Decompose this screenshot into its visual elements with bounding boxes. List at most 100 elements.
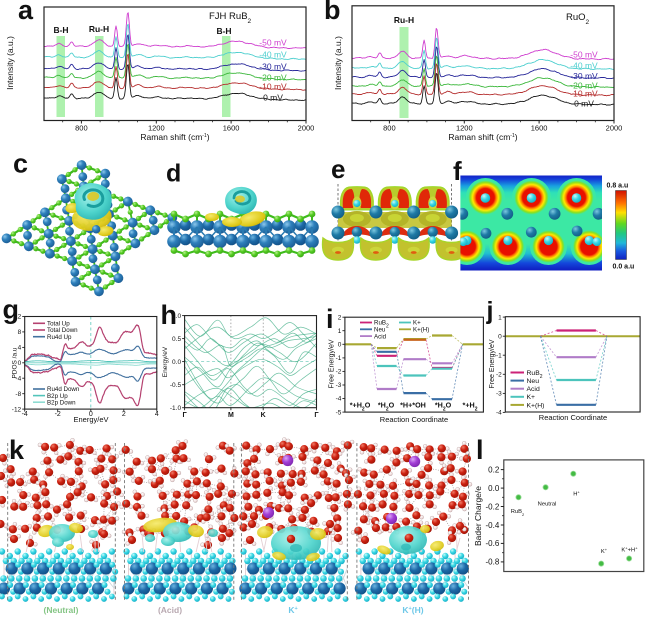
svg-text:-8: -8	[15, 391, 21, 398]
svg-text:*H+*OH: *H+*OH	[400, 401, 426, 410]
svg-text:Total Up: Total Up	[47, 321, 70, 328]
svg-text:Free Energy/eV: Free Energy/eV	[329, 339, 336, 388]
svg-text:-3: -3	[336, 382, 342, 389]
svg-text:Intensity (a.u.): Intensity (a.u.)	[5, 36, 15, 90]
svg-text:RuB2: RuB2	[527, 370, 543, 380]
svg-text:0.8 a.u: 0.8 a.u	[607, 183, 629, 190]
svg-text:B-H: B-H	[53, 25, 68, 35]
svg-text:Neu: Neu	[527, 378, 540, 385]
svg-text:1600: 1600	[531, 124, 548, 133]
svg-text:-50 mV: -50 mV	[570, 50, 598, 60]
svg-text:-30 mV: -30 mV	[259, 62, 287, 72]
svg-text:M: M	[228, 412, 234, 419]
svg-text:-20 mV: -20 mV	[259, 73, 287, 83]
svg-text:-40 mV: -40 mV	[259, 50, 287, 60]
svg-text:K++H+: K++H+	[621, 545, 638, 554]
svg-text:0: 0	[338, 342, 342, 349]
svg-text:12: 12	[14, 314, 22, 321]
svg-text:-5: -5	[336, 409, 342, 416]
svg-text:-2: -2	[55, 411, 61, 418]
svg-text:(Neutral): (Neutral)	[44, 605, 79, 615]
svg-text:1200: 1200	[148, 124, 165, 133]
svg-text:-30 mV: -30 mV	[570, 71, 598, 81]
svg-text:Free Energy/eV: Free Energy/eV	[489, 339, 496, 388]
svg-text:-1: -1	[336, 355, 342, 362]
svg-text:K+: K+	[413, 320, 421, 327]
svg-text:b: b	[324, 0, 341, 25]
svg-text:1600: 1600	[223, 124, 240, 133]
svg-text:800: 800	[383, 124, 396, 133]
svg-text:0 mV: 0 mV	[574, 99, 594, 109]
svg-text:-10 mV: -10 mV	[570, 89, 598, 99]
svg-text:-0.4: -0.4	[486, 521, 500, 530]
svg-text:Ru4d Down: Ru4d Down	[47, 386, 80, 393]
svg-text:1: 1	[338, 328, 342, 335]
svg-text:2: 2	[122, 411, 126, 418]
svg-text:-1: -1	[496, 352, 502, 359]
svg-text:K+(H): K+(H)	[402, 605, 423, 615]
svg-text:0: 0	[498, 333, 502, 340]
svg-text:Energy/eV: Energy/eV	[162, 346, 169, 377]
svg-text:K: K	[261, 412, 266, 419]
svg-text:Acid: Acid	[374, 333, 387, 340]
svg-text:j: j	[486, 297, 494, 325]
svg-text:c: c	[13, 149, 28, 179]
svg-text:2: 2	[338, 314, 342, 321]
svg-text:(Acid): (Acid)	[158, 605, 182, 615]
svg-text:-4: -4	[336, 396, 342, 403]
svg-text:k: k	[9, 435, 25, 465]
svg-text:RuB2: RuB2	[374, 320, 389, 330]
svg-text:Ru4d Up: Ru4d Up	[47, 334, 72, 341]
svg-text:0.2: 0.2	[488, 465, 500, 474]
svg-text:Bader Charge/e: Bader Charge/e	[473, 486, 483, 546]
svg-text:K+: K+	[527, 394, 536, 401]
svg-text:0.0: 0.0	[172, 359, 181, 366]
svg-text:Intensity (a.u.): Intensity (a.u.)	[333, 36, 343, 90]
svg-text:Raman shift (cm-1): Raman shift (cm-1)	[140, 132, 209, 142]
svg-text:g: g	[3, 295, 20, 325]
svg-text:0 mV: 0 mV	[263, 93, 283, 103]
svg-text:K+(H): K+(H)	[413, 327, 429, 334]
svg-text:K+(H): K+(H)	[527, 402, 545, 409]
svg-text:0.0 a.u: 0.0 a.u	[613, 264, 635, 271]
svg-text:Γ: Γ	[314, 412, 319, 419]
svg-text:Energy/eV: Energy/eV	[73, 415, 108, 424]
svg-text:e: e	[331, 154, 345, 184]
svg-text:B2p Down: B2p Down	[47, 399, 76, 406]
svg-text:Neu: Neu	[374, 327, 386, 334]
svg-text:4: 4	[155, 411, 159, 418]
svg-text:0: 0	[89, 411, 93, 418]
svg-text:-0.5: -0.5	[170, 382, 182, 389]
svg-text:f: f	[453, 156, 462, 186]
svg-text:Acid: Acid	[527, 386, 540, 393]
svg-text:-0.8: -0.8	[486, 558, 500, 567]
svg-text:-0.2: -0.2	[486, 502, 500, 511]
svg-text:l: l	[476, 435, 484, 465]
svg-text:-4: -4	[22, 411, 28, 418]
svg-text:a: a	[18, 0, 34, 25]
svg-text:2000: 2000	[298, 124, 315, 133]
svg-text:Reaction Coordinate: Reaction Coordinate	[539, 413, 607, 422]
svg-text:-4: -4	[15, 375, 21, 382]
svg-text:800: 800	[75, 124, 88, 133]
svg-text:0.0: 0.0	[488, 484, 500, 493]
svg-text:-1.0: -1.0	[170, 405, 182, 412]
svg-text:Ru-H: Ru-H	[89, 24, 109, 34]
svg-text:1.0: 1.0	[172, 313, 181, 320]
svg-text:-0.6: -0.6	[486, 539, 500, 548]
svg-text:0.5: 0.5	[172, 336, 181, 343]
svg-text:Raman shift (cm-1): Raman shift (cm-1)	[448, 132, 517, 142]
svg-text:-12: -12	[12, 406, 22, 413]
svg-text:B2p Up: B2p Up	[47, 393, 68, 400]
svg-text:4: 4	[18, 345, 22, 352]
svg-text:FJH RuB2: FJH RuB2	[209, 11, 252, 25]
svg-text:0: 0	[18, 360, 22, 367]
svg-text:-3: -3	[496, 391, 502, 398]
svg-text:K+: K+	[601, 547, 608, 556]
svg-text:-10 mV: -10 mV	[259, 82, 287, 92]
svg-text:RuO2: RuO2	[566, 12, 590, 26]
svg-text:Reaction Coordinate: Reaction Coordinate	[380, 415, 448, 424]
svg-text:1: 1	[498, 314, 502, 321]
svg-text:-4: -4	[496, 410, 502, 417]
svg-text:-2: -2	[336, 369, 342, 376]
